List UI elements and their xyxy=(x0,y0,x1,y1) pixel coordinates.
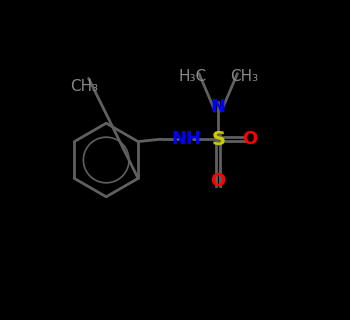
Text: S: S xyxy=(211,130,225,149)
Text: N: N xyxy=(211,98,226,116)
Text: NH: NH xyxy=(171,130,201,148)
Text: CH₃: CH₃ xyxy=(230,69,258,84)
Text: CH₃: CH₃ xyxy=(70,79,98,94)
Text: H₃C: H₃C xyxy=(178,69,206,84)
Text: O: O xyxy=(211,172,226,190)
Text: O: O xyxy=(243,130,258,148)
